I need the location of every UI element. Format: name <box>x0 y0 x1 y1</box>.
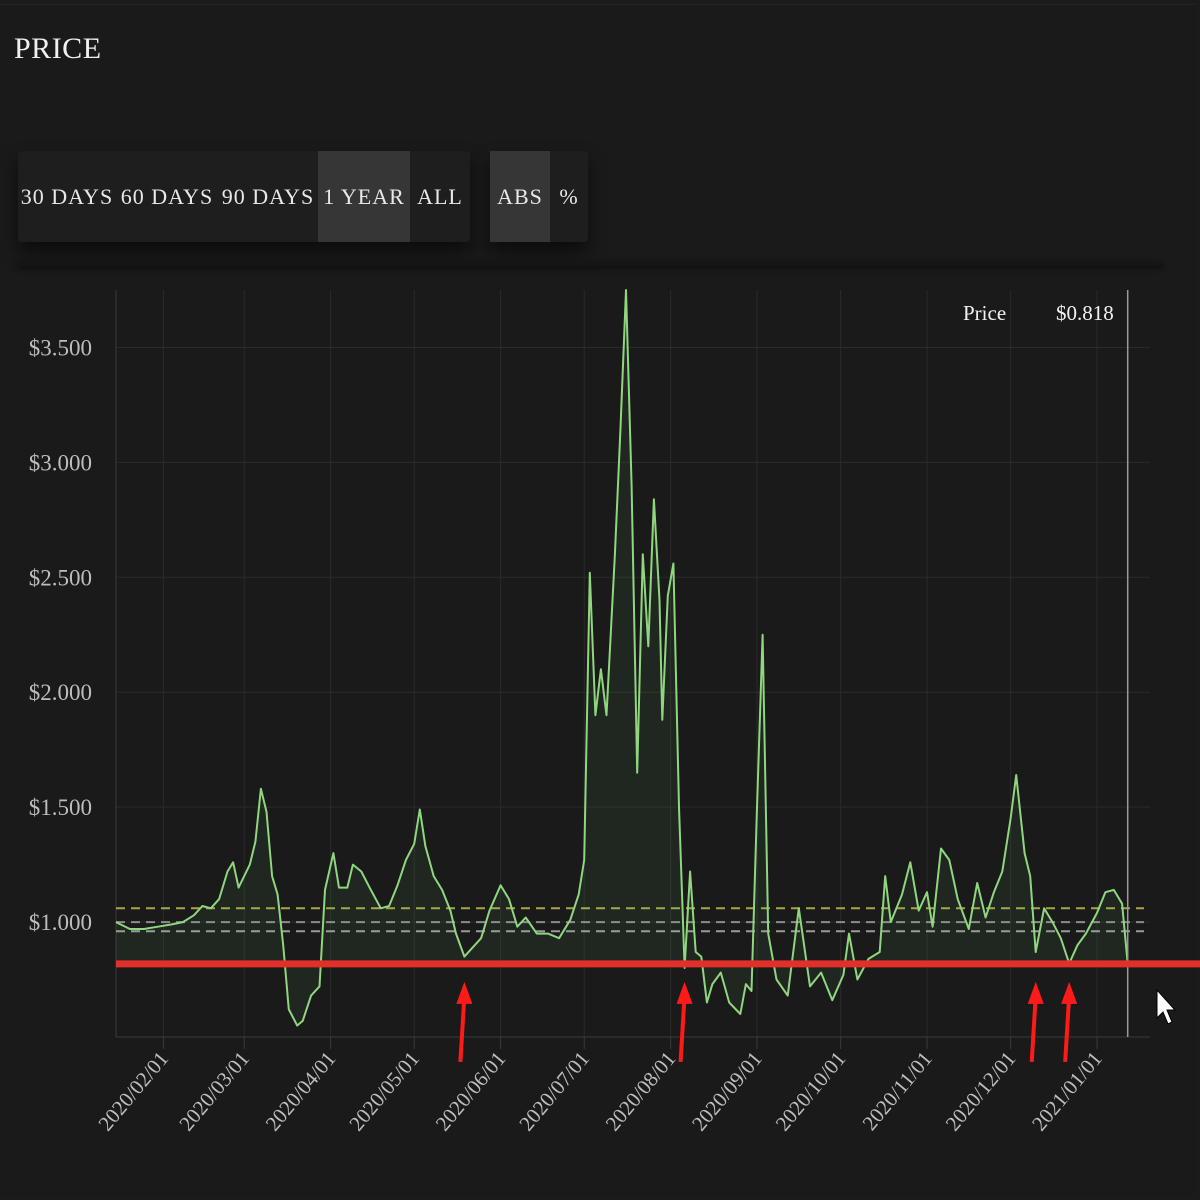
arrow-head <box>676 981 693 1004</box>
range-60-days-button[interactable]: 60 DAYS <box>120 183 214 209</box>
mouse-cursor-icon <box>1156 988 1177 1025</box>
tooltip-label: Price <box>963 301 1006 325</box>
y-tick-label-3000: $3.000 <box>29 450 92 475</box>
time-range-selector: 30 DAYS 60 DAYS 90 DAYS 1 YEAR ALL <box>18 151 470 242</box>
x-tick-label-2020-12: 2020/12/01 <box>941 1047 1021 1136</box>
y-tick-label-3500: $3.500 <box>29 335 92 360</box>
range-all-button[interactable]: ALL <box>417 183 463 209</box>
x-tick-label-2020-06: 2020/06/01 <box>431 1047 511 1136</box>
mode-abs-button[interactable]: ABS <box>490 151 550 242</box>
red-arrow-icon <box>1061 981 1078 1063</box>
y-tick-label-2000: $2.000 <box>29 680 92 705</box>
price-area-fill <box>116 290 1128 1026</box>
arrow-shaft <box>678 995 687 1063</box>
page-title: PRICE <box>14 32 102 65</box>
y-tick-label-1000: $1.000 <box>29 910 92 935</box>
range-30-days-button[interactable]: 30 DAYS <box>20 183 114 209</box>
toolbar-divider <box>18 262 1163 266</box>
price-series-line <box>115 289 1129 1027</box>
arrow-head <box>456 981 473 1004</box>
price-chart[interactable]: $1.000 $1.500 $2.000 $2.500 $3.000 $3.50… <box>0 270 1200 1200</box>
mode-percent-button[interactable]: % <box>559 183 579 209</box>
range-1-year-button[interactable]: 1 YEAR <box>318 151 410 242</box>
red-arrow-icon <box>1027 981 1044 1063</box>
y-tick-label-2500: $2.500 <box>29 565 92 590</box>
x-tick-label-2020-11: 2020/11/01 <box>857 1047 936 1135</box>
x-axis: 2020/02/01 2020/03/01 2020/04/01 2020/05… <box>93 1047 1107 1136</box>
x-tick-label-2020-08: 2020/08/01 <box>601 1047 681 1136</box>
x-tick-label-2020-04: 2020/04/01 <box>261 1047 341 1136</box>
x-tick-label-2020-03: 2020/03/01 <box>174 1047 254 1136</box>
grid <box>115 290 1150 1049</box>
red-arrow-icon <box>676 981 693 1063</box>
arrow-head <box>1027 981 1044 1004</box>
arrow-shaft <box>1063 995 1072 1063</box>
range-90-days-button[interactable]: 90 DAYS <box>221 183 315 209</box>
red-arrow-icon <box>456 981 473 1063</box>
arrow-shaft <box>458 995 467 1063</box>
y-axis: $1.000 $1.500 $2.000 $2.500 $3.000 $3.50… <box>29 335 92 935</box>
x-tick-label-2020-10: 2020/10/01 <box>771 1047 851 1136</box>
arrow-head <box>1061 981 1078 1004</box>
y-tick-label-1500: $1.500 <box>29 795 92 820</box>
annotation-arrows <box>456 981 1078 1063</box>
x-tick-label-2020-05: 2020/05/01 <box>344 1047 424 1136</box>
value-mode-selector: ABS % <box>490 151 588 242</box>
x-tick-label-2020-07: 2020/07/01 <box>514 1047 594 1136</box>
tooltip-value: $0.818 <box>1056 301 1114 325</box>
arrow-shaft <box>1029 995 1038 1063</box>
x-tick-label-2020-09: 2020/09/01 <box>687 1047 767 1136</box>
x-tick-label-2020-02: 2020/02/01 <box>93 1047 173 1136</box>
